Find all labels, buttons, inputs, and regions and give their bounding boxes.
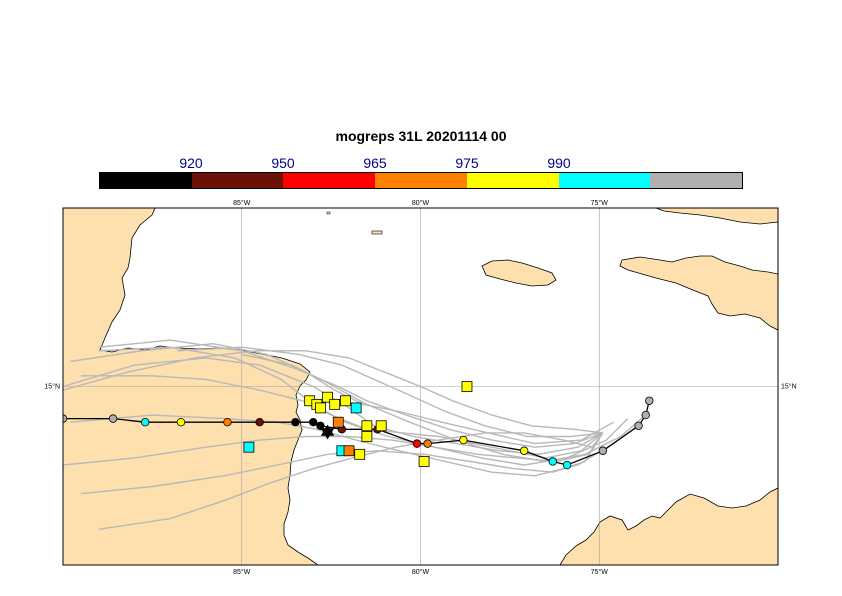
colorbar-segment <box>650 173 743 188</box>
landfall-square <box>314 402 326 414</box>
ensemble-track <box>63 357 604 456</box>
landfall-square <box>418 456 430 467</box>
lat-tick-label-right: 15°N <box>781 383 797 391</box>
land-cuba <box>655 208 778 225</box>
landfall-triangle <box>320 428 335 440</box>
lon-tick-label-bottom: 75°W <box>591 568 609 576</box>
lon-tick-label-bottom: 85°W <box>233 568 251 576</box>
track-point <box>548 457 557 466</box>
landfall-square <box>322 391 333 403</box>
landfall-square <box>343 445 355 457</box>
lon-tick-label-top: 75°W <box>591 199 609 207</box>
track-point <box>309 418 318 427</box>
track-point <box>641 410 650 420</box>
colorbar-segment <box>191 173 284 188</box>
land-jamaica <box>481 259 557 287</box>
track-point <box>255 418 264 427</box>
land-south-america <box>559 487 778 565</box>
lon-tick-label-top: 80°W <box>412 199 430 207</box>
ensemble-track <box>70 414 643 477</box>
pressure-colorbar <box>99 172 743 189</box>
landfall-square <box>243 441 255 453</box>
colorbar-segment <box>466 173 559 188</box>
landfall-markers <box>243 381 473 467</box>
landfall-square <box>361 431 373 442</box>
track-point <box>223 418 232 427</box>
land-island <box>326 211 331 215</box>
landfall-square <box>354 448 366 460</box>
colorbar-segment <box>100 173 192 188</box>
track-point <box>423 439 432 448</box>
landfall-square <box>350 402 362 414</box>
axis-tick-labels: 85°W 85°W 80°W 80°W 75°W 75°W 15°N 15°N <box>44 199 796 576</box>
lat-tick-label-left: 15°N <box>44 383 60 391</box>
track-point <box>562 460 572 470</box>
landfall-square <box>332 416 344 428</box>
track-point <box>316 421 325 430</box>
map-frame <box>62 207 779 566</box>
land-island <box>371 230 383 235</box>
colorbar-segment <box>375 173 467 188</box>
track-point <box>108 414 118 423</box>
landfall-square <box>361 420 373 432</box>
track-point <box>412 439 422 448</box>
colorbar-label: 965 <box>363 155 387 171</box>
track-point <box>519 446 529 455</box>
landfall-square <box>375 420 387 432</box>
landfall-square <box>461 381 473 392</box>
track-point <box>176 418 186 427</box>
land-hispaniola <box>619 255 778 331</box>
ensemble-track <box>63 350 603 434</box>
ensemble-track <box>70 342 614 445</box>
lon-tick-label-top: 85°W <box>233 199 251 207</box>
ensemble-track <box>241 353 650 463</box>
ensemble-track <box>98 432 604 530</box>
colorbar-segment <box>558 173 651 188</box>
landfall-square <box>340 395 351 407</box>
track-point <box>291 418 300 427</box>
colorbar-label: 950 <box>271 155 295 171</box>
track-point <box>598 446 608 455</box>
colorbar-label: 990 <box>547 155 571 171</box>
track-point <box>141 418 150 427</box>
track-point <box>459 435 468 445</box>
landfall-square <box>329 398 341 410</box>
colorbar-label: 975 <box>455 155 479 171</box>
colorbar-label: 920 <box>179 155 203 171</box>
track-point <box>645 396 654 405</box>
track-point <box>634 421 643 430</box>
chart-title: mogreps 31L 20201114 00 <box>335 128 507 144</box>
lon-tick-label-bottom: 80°W <box>412 568 430 576</box>
colorbar-segment <box>283 173 376 188</box>
ensemble-track <box>98 339 604 448</box>
